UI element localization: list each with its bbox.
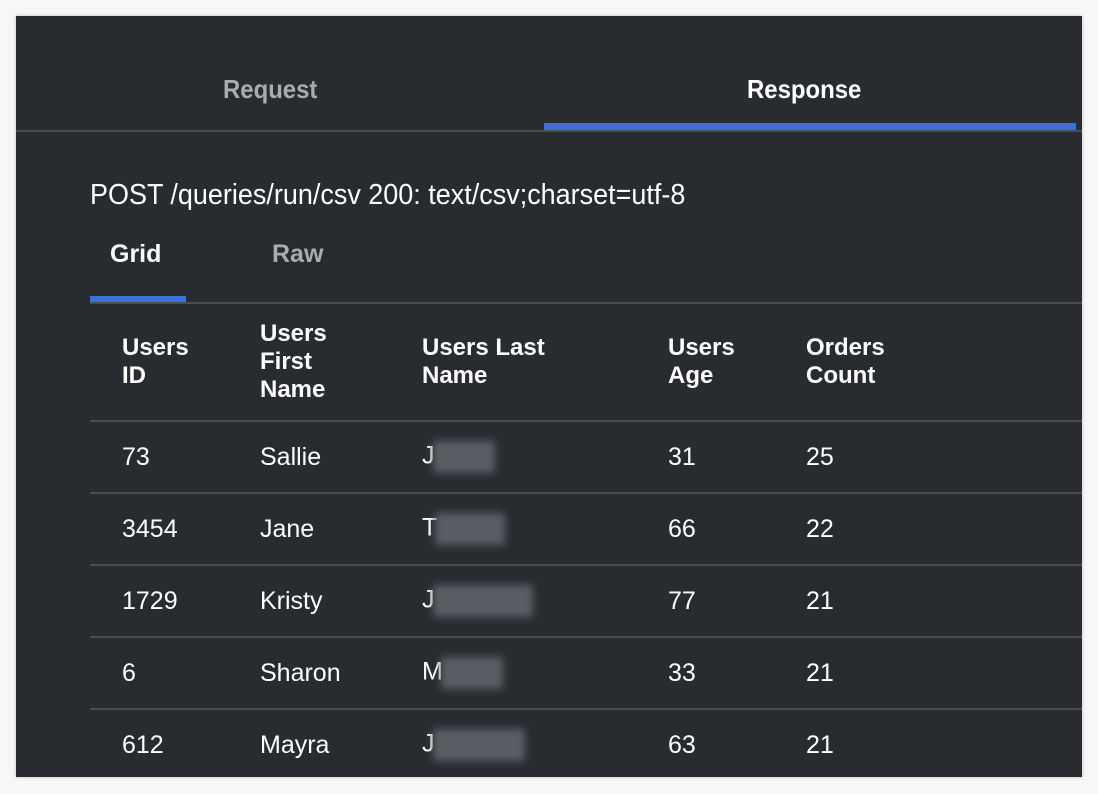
redacted-blur xyxy=(432,441,495,473)
cell-id: 3454 xyxy=(90,493,260,566)
column-header-text: Orders xyxy=(806,334,885,361)
cell-text: Kristy xyxy=(260,586,323,615)
cell-text: 21 xyxy=(806,658,834,687)
cell-text: J xyxy=(422,729,435,758)
cell-text: Sallie xyxy=(260,442,322,471)
response-panel: Request Response POST /queries/run/csv 2… xyxy=(16,16,1082,777)
tab-response[interactable]: Response xyxy=(747,74,862,104)
cell-last: T xyxy=(422,493,668,566)
table-row: 612 Mayra J 63 21 xyxy=(90,709,1082,777)
column-header-text: Name xyxy=(260,376,326,403)
cell-first: Sharon xyxy=(260,637,422,710)
cell-first: Jane xyxy=(260,493,422,566)
cell-text: 22 xyxy=(806,514,834,543)
cell-orders: 25 xyxy=(806,421,1082,494)
redacted-blur xyxy=(440,657,503,689)
column-header[interactable]: Users Age xyxy=(668,304,806,422)
cell-age: 33 xyxy=(668,637,806,710)
cell-text: J xyxy=(422,585,435,614)
table-row: 6 Sharon M 33 21 xyxy=(90,637,1082,710)
table-row: 3454 Jane T 66 22 xyxy=(90,493,1082,566)
column-header-text: Users Last xyxy=(422,334,545,361)
cell-text: Jane xyxy=(260,514,315,543)
column-header[interactable]: Users Last Name xyxy=(422,304,668,422)
cell-text: 66 xyxy=(668,514,696,543)
column-header-text: ID xyxy=(122,362,146,389)
cell-last: J xyxy=(422,565,668,638)
cell-id: 73 xyxy=(90,421,260,494)
cell-orders: 21 xyxy=(806,637,1082,710)
cell-first: Sallie xyxy=(260,421,422,494)
column-header[interactable]: Orders Count xyxy=(806,304,1082,422)
cell-text: 612 xyxy=(122,730,164,759)
view-tabs: Grid Raw xyxy=(90,238,1082,304)
cell-text: M xyxy=(422,657,443,686)
cell-id: 612 xyxy=(90,709,260,777)
cell-age: 66 xyxy=(668,493,806,566)
cell-first: Mayra xyxy=(260,709,422,777)
column-header-text: First xyxy=(260,348,313,375)
cell-orders: 22 xyxy=(806,493,1082,566)
tab-grid[interactable]: Grid xyxy=(110,240,162,268)
cell-orders: 21 xyxy=(806,565,1082,638)
column-header[interactable]: Users ID xyxy=(90,304,260,422)
column-header-text: Users xyxy=(260,320,327,347)
table-row: 73 Sallie J 31 25 xyxy=(90,421,1082,494)
redacted-blur xyxy=(435,513,506,545)
results-grid: Users ID Users First Name Users Last Name Users… xyxy=(90,304,1082,777)
cell-text: 25 xyxy=(806,442,834,471)
tab-raw[interactable]: Raw xyxy=(272,240,324,268)
cell-text: J xyxy=(422,441,435,470)
cell-age: 31 xyxy=(668,421,806,494)
cell-text: 6 xyxy=(122,658,136,687)
cell-age: 77 xyxy=(668,565,806,638)
cell-first: Kristy xyxy=(260,565,422,638)
redacted-blur xyxy=(432,585,533,617)
cell-orders: 21 xyxy=(806,709,1082,777)
cell-last: M xyxy=(422,637,668,710)
cell-id: 6 xyxy=(90,637,260,710)
active-view-indicator xyxy=(90,296,186,302)
tab-request[interactable]: Request xyxy=(223,74,318,104)
cell-text: Sharon xyxy=(260,658,341,687)
column-header-text: Users xyxy=(122,334,189,361)
request-response-tabs: Request Response xyxy=(16,16,1082,132)
cell-text: 63 xyxy=(668,730,696,759)
cell-last: J xyxy=(422,421,668,494)
header-row: Users ID Users First Name Users Last Name Users… xyxy=(90,304,1082,422)
cell-text: 31 xyxy=(668,442,696,471)
cell-text: T xyxy=(422,513,438,542)
cell-text: 21 xyxy=(806,586,834,615)
cell-text: 33 xyxy=(668,658,696,687)
column-header-text: Users xyxy=(668,334,735,361)
active-tab-indicator xyxy=(544,123,1076,130)
cell-last: J xyxy=(422,709,668,777)
redacted-blur xyxy=(432,729,525,761)
column-header-text: Name xyxy=(422,362,488,389)
cell-text: 21 xyxy=(806,730,834,759)
column-header[interactable]: Users First Name xyxy=(260,304,422,422)
column-header-text: Count xyxy=(806,362,876,389)
cell-text: 73 xyxy=(122,442,150,471)
response-status-line: POST /queries/run/csv 200: text/csv;char… xyxy=(90,179,686,211)
cell-text: 77 xyxy=(668,586,696,615)
cell-age: 63 xyxy=(668,709,806,777)
table-row: 1729 Kristy J 77 21 xyxy=(90,565,1082,638)
cell-text: 1729 xyxy=(122,586,178,615)
cell-text: 3454 xyxy=(122,514,178,543)
cell-text: Mayra xyxy=(260,730,330,759)
cell-id: 1729 xyxy=(90,565,260,638)
column-header-text: Age xyxy=(668,362,714,389)
